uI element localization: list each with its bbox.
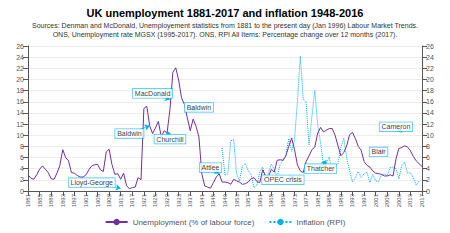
svg-text:24: 24 (426, 54, 434, 61)
svg-text:Thatcher: Thatcher (307, 165, 335, 172)
svg-text:6: 6 (426, 154, 430, 161)
svg-text:2009: 2009 (396, 193, 402, 207)
svg-text:Churchill: Churchill (156, 136, 184, 143)
svg-text:1885: 1885 (37, 193, 43, 207)
svg-text:0: 0 (426, 188, 430, 195)
svg-text:1937: 1937 (187, 193, 193, 207)
svg-text:1921: 1921 (141, 193, 147, 207)
svg-text:14: 14 (16, 109, 24, 116)
svg-text:ONS, Unemployment rate MGSX (1: ONS, Unemployment rate MGSX (1995-2017).… (53, 31, 398, 39)
svg-text:8: 8 (426, 143, 430, 150)
svg-text:2013: 2013 (407, 193, 413, 207)
svg-text:24: 24 (16, 54, 24, 61)
svg-text:1977: 1977 (303, 193, 309, 207)
svg-text:26: 26 (16, 43, 24, 50)
svg-text:1881: 1881 (25, 193, 31, 207)
svg-text:4: 4 (426, 165, 430, 172)
svg-text:Baldwin: Baldwin (117, 130, 142, 137)
svg-text:Inflation (RPI): Inflation (RPI) (296, 218, 345, 227)
svg-text:1905: 1905 (95, 193, 101, 207)
svg-text:22: 22 (426, 65, 434, 72)
svg-text:1909: 1909 (106, 193, 112, 207)
svg-text:MacDonald: MacDonald (135, 90, 171, 97)
svg-text:2005: 2005 (384, 193, 390, 207)
svg-text:1929: 1929 (164, 193, 170, 207)
svg-text:12: 12 (16, 121, 24, 128)
svg-text:14: 14 (426, 109, 434, 116)
svg-text:Cameron: Cameron (382, 123, 411, 130)
svg-text:18: 18 (16, 87, 24, 94)
svg-text:Attlee: Attlee (202, 164, 220, 171)
svg-text:10: 10 (426, 132, 434, 139)
svg-text:10: 10 (16, 132, 24, 139)
svg-text:1913: 1913 (118, 193, 124, 207)
svg-text:4: 4 (20, 165, 24, 172)
svg-text:1941: 1941 (199, 193, 205, 207)
svg-text:1997: 1997 (361, 193, 367, 207)
svg-text:Sources: Denman and McDonald,: Sources: Denman and McDonald, Unemployem… (32, 22, 418, 30)
svg-text:2001: 2001 (373, 193, 379, 207)
svg-text:16: 16 (426, 98, 434, 105)
svg-text:8: 8 (20, 143, 24, 150)
svg-text:Baldwin: Baldwin (187, 104, 212, 111)
svg-text:1893: 1893 (60, 193, 66, 207)
svg-text:2: 2 (426, 176, 430, 183)
svg-text:12: 12 (426, 121, 434, 128)
svg-text:1949: 1949 (222, 193, 228, 207)
svg-text:1897: 1897 (71, 193, 77, 207)
svg-text:1961: 1961 (257, 193, 263, 207)
svg-text:1953: 1953 (234, 193, 240, 207)
svg-text:OPEC crisis: OPEC crisis (264, 176, 302, 183)
svg-text:1993: 1993 (349, 193, 355, 207)
svg-text:UK unemployment 1881-2017 and: UK unemployment 1881-2017 and inflation … (87, 7, 364, 19)
svg-text:0: 0 (20, 188, 24, 195)
svg-text:1973: 1973 (292, 193, 298, 207)
svg-text:Unemployment (% of labour forc: Unemployment (% of labour force) (133, 218, 255, 227)
svg-text:22: 22 (16, 65, 24, 72)
svg-text:1917: 1917 (129, 193, 135, 207)
svg-text:26: 26 (426, 43, 434, 50)
svg-text:18: 18 (426, 87, 434, 94)
svg-text:1985: 1985 (326, 193, 332, 207)
svg-text:20: 20 (426, 76, 434, 83)
svg-text:16: 16 (16, 98, 24, 105)
svg-text:1945: 1945 (210, 193, 216, 207)
svg-text:Blair: Blair (372, 148, 387, 155)
svg-text:1957: 1957 (245, 193, 251, 207)
svg-text:20: 20 (16, 76, 24, 83)
svg-text:2017: 2017 (419, 193, 425, 207)
svg-text:1981: 1981 (315, 193, 321, 207)
svg-text:1965: 1965 (268, 193, 274, 207)
svg-text:1925: 1925 (152, 193, 158, 207)
svg-text:1901: 1901 (83, 193, 89, 207)
svg-text:1933: 1933 (176, 193, 182, 207)
svg-text:1889: 1889 (48, 193, 54, 207)
svg-text:1969: 1969 (280, 193, 286, 207)
svg-text:2: 2 (20, 176, 24, 183)
svg-text:Lloyd-George: Lloyd-George (71, 179, 114, 187)
svg-text:6: 6 (20, 154, 24, 161)
svg-text:1989: 1989 (338, 193, 344, 207)
